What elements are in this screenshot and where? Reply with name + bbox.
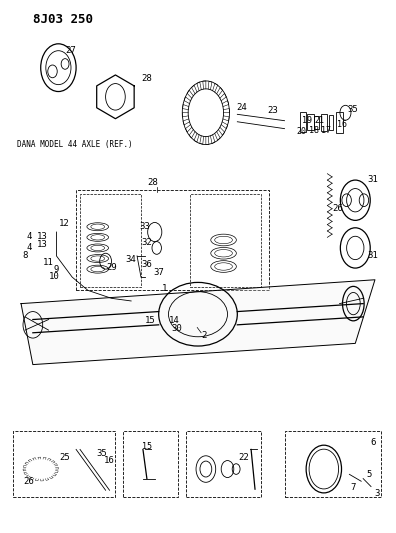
Text: 12: 12 <box>59 219 70 228</box>
Text: 26: 26 <box>332 204 343 213</box>
Text: 37: 37 <box>153 268 164 277</box>
Text: 35: 35 <box>347 104 358 114</box>
Text: 11: 11 <box>43 259 54 267</box>
Text: 28: 28 <box>147 178 158 187</box>
Text: 4: 4 <box>26 232 32 241</box>
Bar <box>123 431 178 497</box>
Text: 35: 35 <box>97 449 107 458</box>
Polygon shape <box>21 280 375 365</box>
Text: 2: 2 <box>201 331 207 340</box>
Text: 13: 13 <box>37 232 48 241</box>
Text: 18: 18 <box>309 126 319 135</box>
Text: 21: 21 <box>314 116 324 125</box>
Bar <box>284 431 381 497</box>
Bar <box>314 116 319 129</box>
Text: 9: 9 <box>54 265 59 274</box>
Bar <box>76 190 269 290</box>
Text: 8: 8 <box>22 252 28 261</box>
Text: 24: 24 <box>236 103 247 112</box>
Text: 26: 26 <box>23 477 34 486</box>
Text: 8J03 250: 8J03 250 <box>33 13 93 27</box>
Text: 16: 16 <box>103 456 114 465</box>
Text: 30: 30 <box>171 324 182 333</box>
Bar <box>190 194 261 287</box>
Text: 15: 15 <box>142 442 152 451</box>
Bar <box>336 112 343 133</box>
Text: 19: 19 <box>302 116 312 125</box>
Text: 29: 29 <box>106 263 117 272</box>
Text: 20: 20 <box>296 127 306 136</box>
Text: 28: 28 <box>141 74 152 83</box>
Bar <box>307 114 314 130</box>
Text: 32: 32 <box>141 238 152 247</box>
Text: 13: 13 <box>37 240 48 249</box>
Text: 33: 33 <box>139 222 150 231</box>
Text: 1: 1 <box>162 284 167 293</box>
Bar <box>186 431 261 497</box>
Text: 7: 7 <box>350 483 356 492</box>
Bar <box>80 194 141 287</box>
Text: 6: 6 <box>370 438 376 447</box>
Text: 16: 16 <box>337 120 346 129</box>
Text: 4: 4 <box>26 243 32 252</box>
Bar <box>300 112 306 132</box>
Text: 10: 10 <box>49 271 60 280</box>
Text: 36: 36 <box>141 261 152 269</box>
Text: 34: 34 <box>126 255 137 264</box>
Text: DANA MODEL 44 AXLE (REF.): DANA MODEL 44 AXLE (REF.) <box>17 140 133 149</box>
Text: 23: 23 <box>267 106 278 115</box>
Text: 15: 15 <box>145 316 155 325</box>
Text: 25: 25 <box>59 453 70 462</box>
Text: 22: 22 <box>238 453 249 462</box>
Text: 14: 14 <box>169 316 180 325</box>
Bar <box>13 431 115 497</box>
Text: 27: 27 <box>65 46 76 55</box>
Text: 31: 31 <box>367 174 378 183</box>
Bar <box>329 115 333 130</box>
Text: 17: 17 <box>321 126 331 135</box>
Bar <box>322 114 327 131</box>
Text: 5: 5 <box>367 471 372 479</box>
Text: 3: 3 <box>374 489 380 498</box>
Text: 31: 31 <box>367 252 378 261</box>
